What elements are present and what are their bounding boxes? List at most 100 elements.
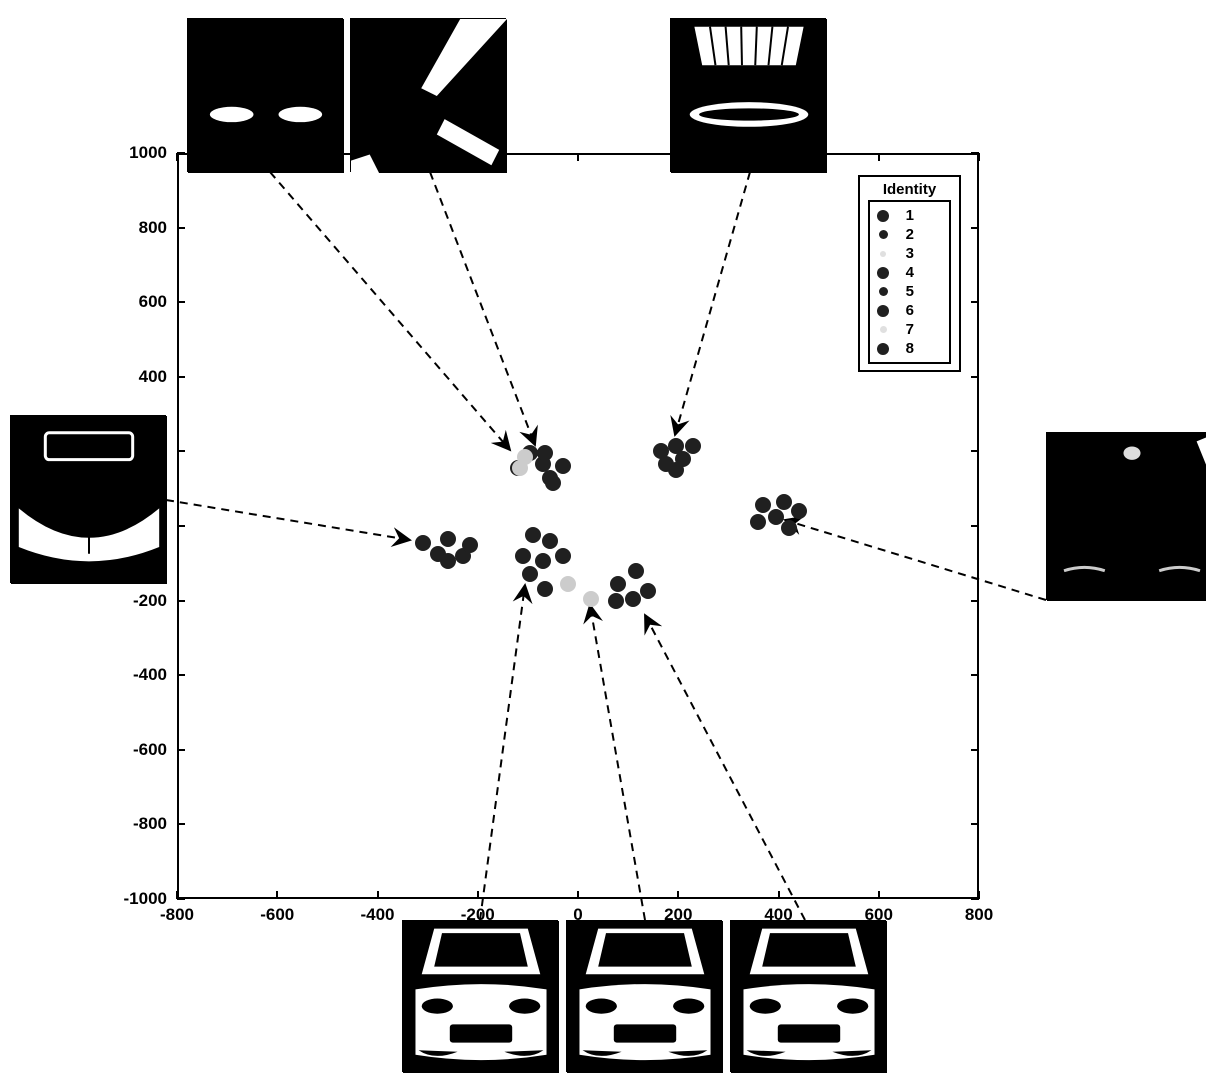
legend-item: 3 xyxy=(876,244,943,263)
x-tick xyxy=(276,891,278,899)
scatter-point xyxy=(545,475,561,491)
x-tick-label: 800 xyxy=(949,905,1009,925)
scatter-point xyxy=(537,581,553,597)
scatter-point xyxy=(555,548,571,564)
legend-item: 6 xyxy=(876,301,943,320)
x-tick xyxy=(176,891,178,899)
y-tick xyxy=(971,600,979,602)
y-tick xyxy=(177,600,185,602)
y-tick xyxy=(971,674,979,676)
thumb-top-2 xyxy=(350,18,506,172)
y-tick xyxy=(177,525,185,527)
legend-title: Identity xyxy=(868,181,951,198)
legend-box: Identity 123 4 5 6 7 8 xyxy=(858,175,961,372)
thumb-top-1 xyxy=(187,18,343,172)
scatter-point xyxy=(535,553,551,569)
y-tick-label: 600 xyxy=(97,292,167,312)
thumb-bot-2 xyxy=(566,920,722,1072)
y-tick xyxy=(177,376,185,378)
scatter-point xyxy=(628,563,644,579)
legend-marker xyxy=(877,210,889,222)
y-tick xyxy=(971,749,979,751)
y-tick-label: 1000 xyxy=(97,143,167,163)
y-tick-label: 800 xyxy=(97,218,167,238)
x-tick-label: -800 xyxy=(147,905,207,925)
scatter-point xyxy=(512,460,528,476)
y-tick xyxy=(177,823,185,825)
scatter-point xyxy=(440,531,456,547)
scatter-point xyxy=(537,445,553,461)
y-tick xyxy=(177,227,185,229)
y-tick xyxy=(971,525,979,527)
y-tick-label: -600 xyxy=(97,740,167,760)
scatter-point xyxy=(640,583,656,599)
legend-item: 5 xyxy=(876,282,943,301)
scatter-point xyxy=(625,591,641,607)
scatter-point xyxy=(610,576,626,592)
x-tick xyxy=(477,891,479,899)
x-tick-label: -600 xyxy=(247,905,307,925)
figure-root: Identity 12345678 -1000-800-600-400-2000… xyxy=(10,10,1206,1074)
y-tick xyxy=(971,227,979,229)
y-tick xyxy=(177,898,185,900)
legend-item: 7 xyxy=(876,320,943,339)
x-tick-label: -400 xyxy=(348,905,408,925)
scatter-point xyxy=(583,591,599,607)
legend-label: 8 xyxy=(900,340,914,357)
thumb-left xyxy=(10,415,166,583)
scatter-point xyxy=(462,537,478,553)
scatter-point xyxy=(776,494,792,510)
legend-marker xyxy=(879,230,888,239)
x-tick xyxy=(577,153,579,161)
scatter-point xyxy=(440,553,456,569)
legend-marker xyxy=(879,287,888,296)
legend-marker xyxy=(877,343,889,355)
y-tick xyxy=(177,301,185,303)
scatter-point xyxy=(791,503,807,519)
x-tick xyxy=(878,891,880,899)
thumb-bot-1 xyxy=(402,920,558,1072)
y-tick-label: -200 xyxy=(97,591,167,611)
legend-label: 1 xyxy=(900,207,914,224)
scatter-point xyxy=(781,520,797,536)
legend-label: 7 xyxy=(900,321,914,338)
y-tick xyxy=(971,823,979,825)
y-tick xyxy=(971,450,979,452)
legend-marker xyxy=(880,251,886,257)
legend-label: 6 xyxy=(900,302,914,319)
legend-marker xyxy=(877,267,889,279)
legend-item: 2 xyxy=(876,225,943,244)
scatter-point xyxy=(525,527,541,543)
scatter-point xyxy=(668,462,684,478)
scatter-point xyxy=(542,533,558,549)
x-tick xyxy=(978,891,980,899)
x-tick xyxy=(577,891,579,899)
thumb-right xyxy=(1046,432,1206,600)
y-tick-label: 400 xyxy=(97,367,167,387)
scatter-point xyxy=(560,576,576,592)
legend-item: 1 xyxy=(876,206,943,225)
legend-items: 123 4 5 6 7 8 xyxy=(868,200,951,364)
scatter-point xyxy=(555,458,571,474)
thumb-top-3 xyxy=(670,18,826,172)
scatter-point xyxy=(750,514,766,530)
scatter-point xyxy=(522,566,538,582)
x-tick xyxy=(878,153,880,161)
y-tick xyxy=(177,749,185,751)
y-tick xyxy=(177,450,185,452)
legend-label: 5 xyxy=(900,283,914,300)
x-tick xyxy=(176,153,178,161)
legend-marker xyxy=(880,326,887,333)
legend-label: 4 xyxy=(900,264,914,281)
thumb-bot-3 xyxy=(730,920,886,1072)
legend-label: 3 xyxy=(900,245,914,262)
scatter-point xyxy=(608,593,624,609)
legend-item: 8 xyxy=(876,339,943,358)
y-tick-label: -400 xyxy=(97,665,167,685)
y-tick-label: -800 xyxy=(97,814,167,834)
x-tick xyxy=(377,891,379,899)
scatter-point xyxy=(415,535,431,551)
x-tick xyxy=(677,891,679,899)
y-tick xyxy=(177,152,185,154)
y-tick xyxy=(971,376,979,378)
